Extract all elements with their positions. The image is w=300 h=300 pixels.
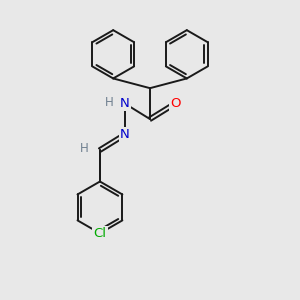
- Text: N: N: [120, 97, 130, 110]
- Text: N: N: [120, 128, 130, 141]
- Text: H: H: [80, 142, 89, 155]
- Text: Cl: Cl: [93, 227, 106, 240]
- Text: O: O: [170, 97, 180, 110]
- Text: H: H: [105, 96, 114, 109]
